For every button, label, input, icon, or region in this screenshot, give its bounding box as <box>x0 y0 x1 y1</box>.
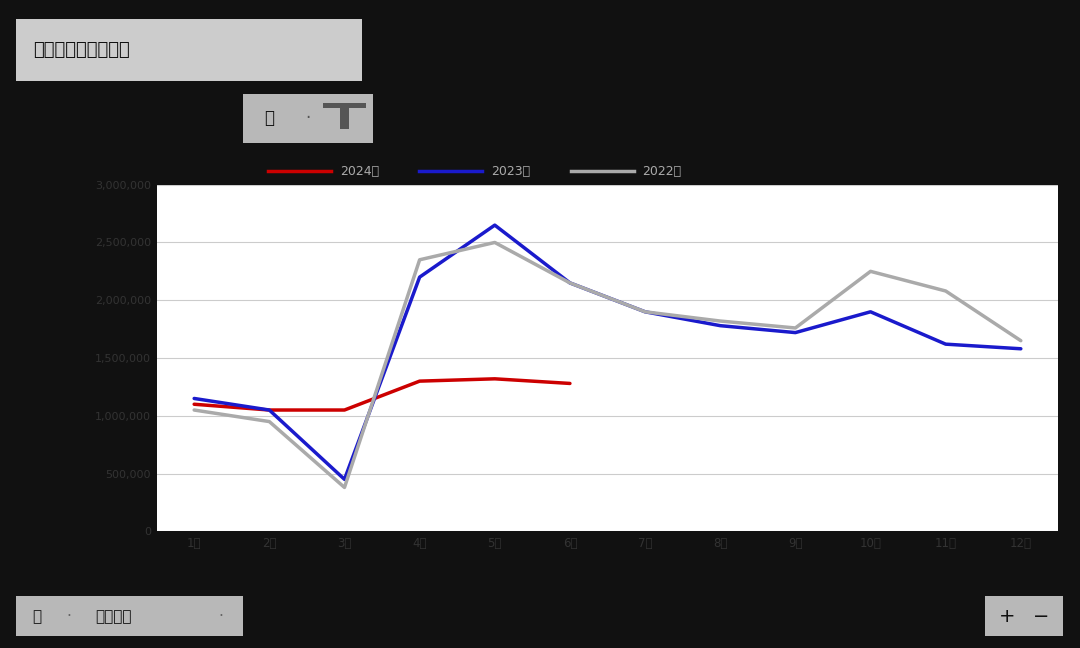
Polygon shape <box>323 103 366 129</box>
Text: 2022年: 2022年 <box>643 165 681 178</box>
Text: 月: 月 <box>32 608 41 624</box>
Text: −: − <box>1032 607 1049 626</box>
Text: ·: · <box>66 608 71 624</box>
Text: 2023年: 2023年 <box>491 165 530 178</box>
Text: ·: · <box>218 608 222 624</box>
Text: ·: · <box>306 110 310 127</box>
Text: 指标名称: 指标名称 <box>95 608 132 624</box>
Text: 建筑用钢成交量合计: 建筑用钢成交量合计 <box>33 41 131 59</box>
Text: 2024年: 2024年 <box>340 165 379 178</box>
Text: 年: 年 <box>264 110 274 127</box>
Text: +: + <box>999 607 1015 626</box>
